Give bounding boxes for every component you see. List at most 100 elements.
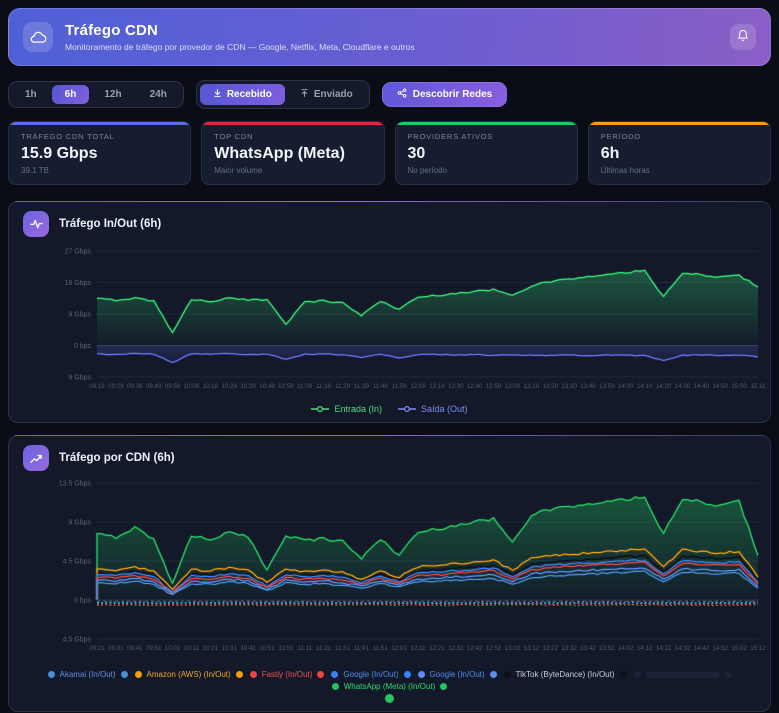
legend-item-entrada[interactable]: Entrada (In) — [311, 404, 382, 414]
activity-icon — [23, 211, 49, 237]
legend-item-fastly[interactable]: Fastly (In/Out) — [249, 670, 325, 679]
x-tick-label: 12:09 — [410, 383, 426, 390]
network-icon — [397, 88, 407, 101]
stat-label: PERÍODO — [600, 132, 641, 141]
x-tick-label: 14:50 — [712, 383, 728, 390]
x-tick-label: 13:00 — [505, 383, 521, 390]
x-tick-label: 15:00 — [731, 383, 747, 390]
legend-item-tiktok[interactable]: TikTok (ByteDance) (In/Out) — [503, 670, 627, 679]
page-title: Tráfego CDN — [65, 22, 159, 39]
stat-sub: Últimas horas — [600, 166, 650, 175]
x-tick-label: 13:22 — [543, 645, 559, 652]
stat-accent-bar — [395, 122, 577, 125]
discover-label: Descobrir Redes — [412, 89, 493, 100]
legend-item-whatsapp[interactable]: WhatsApp (Meta) (In/Out) — [331, 682, 448, 691]
stat-label: PROVIDERS ATIVOS — [407, 132, 494, 141]
discover-networks-button[interactable]: Descobrir Redes — [381, 82, 508, 107]
received-button[interactable]: Recebido — [199, 84, 285, 105]
sent-button[interactable]: Enviado — [287, 84, 366, 105]
x-tick-label: 10:09 — [184, 383, 200, 390]
x-tick-label: 09:29 — [108, 383, 124, 390]
legend-label: TikTok (ByteDance) (In/Out) — [515, 670, 615, 679]
legend-dot-icon[interactable] — [385, 694, 394, 703]
panel-header: Tráfego In/Out (6h) — [9, 202, 770, 241]
x-tick-label: 09:58 — [165, 383, 181, 390]
range-button-6h[interactable]: 6h — [51, 85, 90, 104]
upload-icon — [300, 88, 309, 101]
x-tick-label: 09:51 — [146, 645, 162, 652]
x-tick-label: 13:12 — [524, 645, 540, 652]
x-tick-label: 12:18 — [429, 383, 445, 390]
x-tick-label: 13:40 — [580, 383, 596, 390]
legend-dot-icon — [417, 671, 425, 678]
series-line — [96, 554, 759, 600]
chart1-title: Tráfego In/Out (6h) — [59, 218, 162, 230]
x-tick-label: 10:41 — [240, 645, 256, 652]
x-tick-label: 14:52 — [712, 645, 728, 652]
x-tick-label: 11:48 — [373, 383, 389, 390]
y-tick-label: 9 Gbps — [68, 375, 91, 382]
x-tick-label: 14:00 — [618, 383, 634, 390]
time-range-group: 1h 6h 12h 24h — [8, 81, 184, 108]
legend-dot-icon — [120, 671, 128, 678]
series-line — [96, 567, 759, 600]
x-tick-label: 09:41 — [127, 645, 143, 652]
legend-hidden-label — [645, 671, 720, 678]
stat-label: TOP CDN — [214, 132, 254, 141]
x-tick-label: 10:59 — [278, 383, 294, 390]
y-tick-label: 9 Gbps — [68, 520, 91, 527]
x-tick-label: 10:39 — [240, 383, 256, 390]
download-icon — [213, 88, 222, 101]
legend-wrap-row — [23, 694, 756, 703]
legend-item-amazon[interactable]: Amazon (AWS) (In/Out) — [134, 670, 243, 679]
legend-dot-icon — [633, 671, 641, 678]
out-series-line — [96, 601, 758, 604]
x-tick-label: 09:19 — [89, 383, 105, 390]
range-button-24h[interactable]: 24h — [137, 85, 180, 104]
range-button-1h[interactable]: 1h — [12, 85, 50, 104]
x-tick-label: 14:12 — [637, 645, 653, 652]
stat-card: TOP CDN WhatsApp (Meta) Maior volume — [201, 121, 385, 185]
series-line — [96, 496, 759, 600]
series-area — [97, 496, 758, 600]
x-tick-label: 12:40 — [467, 383, 483, 390]
legend-dot-icon — [724, 671, 732, 678]
notifications-button[interactable] — [730, 24, 756, 50]
y-tick-label: 9 Gbps — [68, 312, 91, 319]
direction-group: Recebido Enviado — [195, 80, 370, 109]
x-tick-label: 10:18 — [203, 383, 219, 390]
x-tick-label: 11:51 — [373, 645, 389, 652]
legend-label: Google (In/Out) — [429, 670, 485, 679]
legend-dot-icon — [331, 683, 339, 690]
trend-up-icon — [23, 445, 49, 471]
legend-item-saída[interactable]: Saída (Out) — [398, 404, 468, 414]
stat-card: PERÍODO 6h Últimas horas — [587, 121, 771, 185]
x-tick-label: 10:48 — [259, 383, 275, 390]
out-series-line — [97, 601, 759, 605]
x-tick-label: 13:30 — [561, 383, 577, 390]
legend-item-hidden[interactable] — [633, 671, 732, 678]
stat-sub: No período — [407, 166, 448, 175]
stat-accent-bar — [588, 122, 770, 125]
x-tick-label: 11:31 — [335, 645, 351, 652]
x-tick-label: 11:09 — [297, 383, 313, 390]
legend-dot-icon — [235, 671, 243, 678]
sent-label: Enviado — [313, 89, 353, 100]
x-tick-label: 13:50 — [599, 383, 615, 390]
x-tick-label: 09:31 — [108, 645, 124, 652]
legend-label: Google (In/Out) — [343, 670, 399, 679]
x-tick-label: 12:50 — [486, 383, 502, 390]
legend-item-akamai[interactable]: Akamai (In/Out) — [47, 670, 128, 679]
range-button-12h[interactable]: 12h — [91, 85, 134, 104]
stat-accent-bar — [9, 122, 191, 125]
series-line — [96, 548, 759, 600]
x-tick-label: 12:32 — [448, 645, 464, 652]
legend-item-google[interactable]: Google (In/Out) — [331, 670, 411, 679]
legend-item-google[interactable]: Google (In/Out) — [417, 670, 497, 679]
x-tick-label: 11:01 — [278, 645, 294, 652]
x-tick-label: 14:02 — [618, 645, 634, 652]
stat-card: TRÁFEGO CDN TOTAL 15.9 Gbps 39.1 TB — [8, 121, 192, 185]
chart2-legend: Akamai (In/Out) Amazon (AWS) (In/Out) Fast… — [9, 667, 770, 711]
